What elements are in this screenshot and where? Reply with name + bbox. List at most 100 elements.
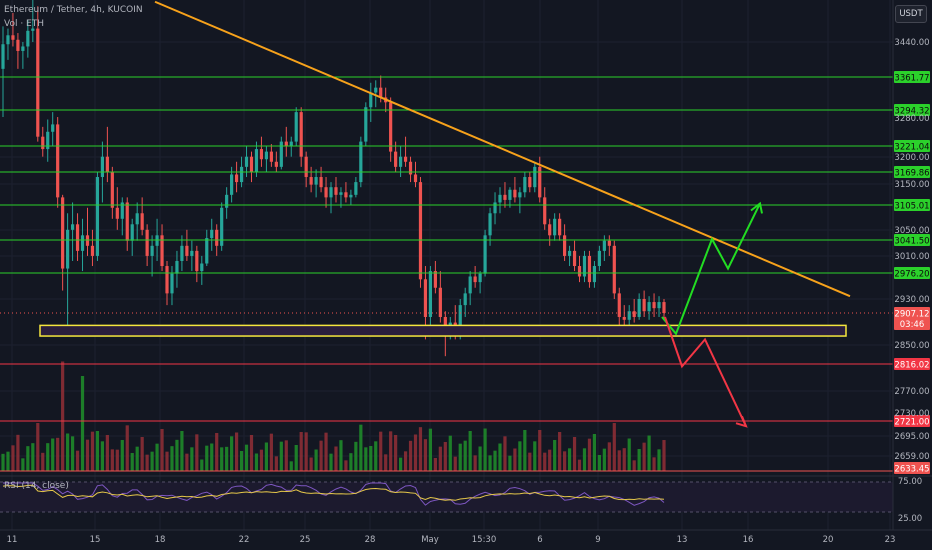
candle-body [160, 235, 164, 267]
candle-body [463, 293, 467, 306]
candle-body [244, 156, 249, 167]
price-tick-label: 2770.00 [894, 387, 929, 397]
candle-body [379, 87, 383, 98]
volume-bar [75, 450, 80, 471]
candle-body [249, 156, 254, 172]
time-tick-label: 28 [365, 535, 376, 545]
support-zone [39, 324, 847, 337]
volume-bars [1, 361, 666, 471]
candle-body [210, 229, 214, 239]
volume-bar [289, 461, 293, 471]
candle-body [220, 207, 224, 246]
volume-bar [309, 457, 313, 471]
time-tick-label: 23 [885, 535, 896, 545]
volume-bar [160, 429, 164, 471]
candle-body [662, 302, 666, 313]
candle-body [125, 202, 129, 241]
volume-bar [349, 453, 353, 471]
price-tick-label: 2930.00 [894, 295, 929, 305]
candle-body [175, 260, 179, 274]
level-price-tag [894, 104, 930, 116]
volume-bar [523, 430, 527, 471]
candle-body [284, 141, 288, 147]
volume-bar [572, 437, 577, 471]
rsi-ma-line [2, 484, 665, 501]
volume-bar [61, 361, 65, 471]
candle-body [364, 107, 368, 142]
volume-bar [582, 448, 587, 471]
time-tick-label: 25 [300, 535, 311, 545]
volume-bar [473, 455, 477, 471]
candle-body [612, 245, 616, 294]
volume-bar [51, 438, 55, 471]
level-price-label: 3169.86 [894, 169, 929, 179]
volume-bar [195, 434, 199, 471]
volume-price-tag [894, 462, 930, 474]
volume-bar [657, 449, 661, 471]
candle-body [359, 141, 363, 183]
volume-price-label: 2633.45 [894, 465, 929, 475]
candle-body [120, 202, 124, 219]
candle-body [602, 240, 606, 251]
volume-bar [478, 446, 482, 471]
candle-body [587, 255, 592, 283]
volume-bar [85, 439, 90, 471]
candle-body [90, 245, 95, 256]
candle-body [150, 245, 154, 256]
volume-bar [384, 454, 388, 471]
candle-body [145, 229, 149, 256]
volume-bar [587, 438, 592, 471]
volume-bar [389, 431, 393, 471]
volume-bar [622, 448, 626, 471]
volume-bar [563, 451, 567, 471]
volume-bar [503, 436, 507, 471]
candle-body [135, 213, 139, 225]
candle-body [85, 235, 90, 246]
volume-bar [190, 447, 194, 471]
level-price-tag [894, 415, 930, 427]
volume-bar [56, 437, 60, 471]
volume-bar [299, 432, 303, 471]
candle-body [528, 177, 532, 188]
level-price-tag [894, 267, 930, 279]
volume-bar [259, 449, 264, 471]
level-price-label: 3041.50 [894, 237, 929, 247]
candle-body [344, 192, 348, 198]
volume-bar [31, 443, 35, 471]
volume-bar [155, 443, 159, 471]
candle-body [339, 192, 343, 195]
time-tick-label: 6 [537, 535, 542, 545]
price-tick-label: 2850.00 [894, 341, 929, 351]
volume-bar [379, 431, 383, 471]
candle-body [334, 187, 338, 195]
volume-bar [264, 442, 269, 471]
candle-body [349, 194, 353, 198]
candle-body [567, 250, 572, 256]
volume-bar [249, 435, 254, 471]
candle-body [468, 276, 472, 294]
candle-body [234, 174, 239, 183]
volume-bar [528, 452, 532, 471]
candle-body [130, 224, 134, 241]
currency-button[interactable]: USDT [895, 5, 927, 23]
volume-bar [46, 443, 50, 471]
volume-bar [145, 454, 149, 471]
volume-bar [438, 446, 442, 471]
time-axis: 11 15 18 22 25 28 May 15:30 6 9 13 16 20 23 [0, 529, 932, 545]
candle-body [95, 177, 100, 256]
level-price-label: 3294.32 [894, 107, 929, 117]
level-price-label: 3105.01 [894, 202, 929, 212]
candle-body [31, 28, 35, 31]
volume-bar [493, 450, 497, 471]
volume-bar [115, 449, 119, 471]
volume-bar [274, 456, 278, 471]
candle-body [389, 102, 393, 152]
candle-body [36, 28, 40, 137]
candle-body [294, 112, 298, 142]
volume-bar [453, 456, 457, 471]
time-tick-label: 13 [677, 535, 688, 545]
volume-bar [617, 450, 621, 471]
volume-bar [533, 441, 537, 471]
price-tick-label: 3150.00 [894, 180, 929, 190]
